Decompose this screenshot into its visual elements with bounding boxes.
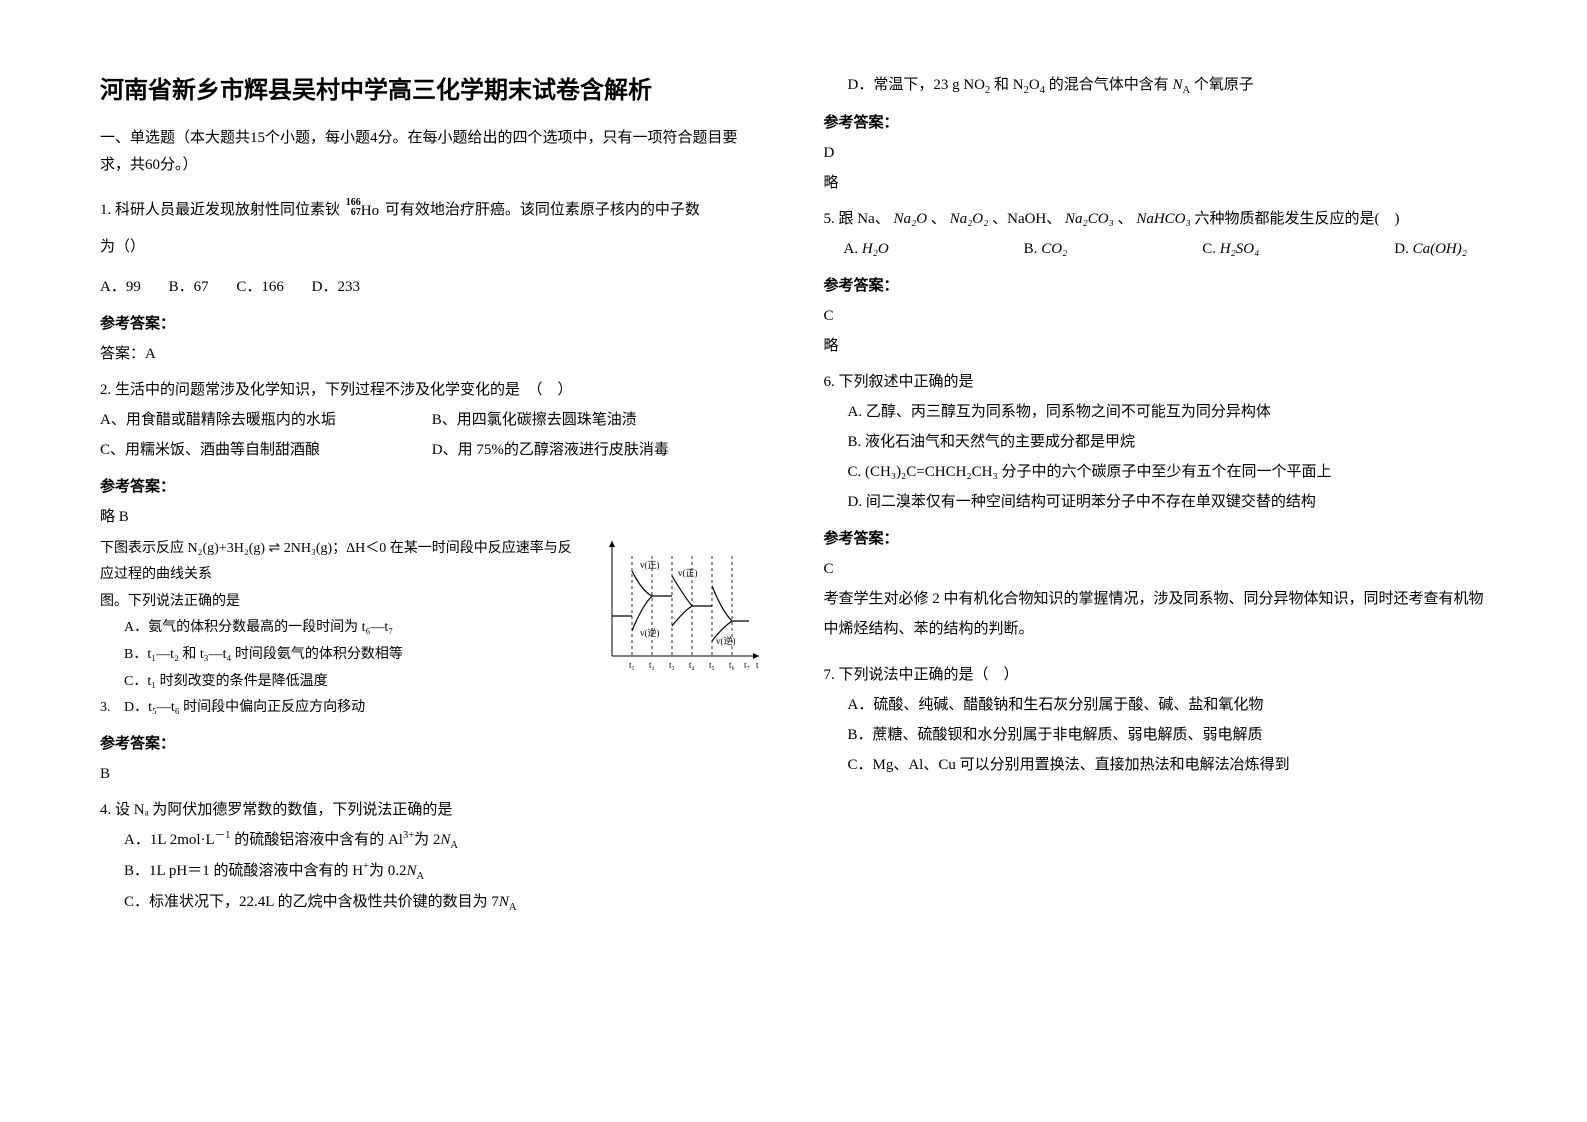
q5-f4: NaHCO₃ (1136, 211, 1190, 227)
q2-ans-label: 参考答案： (100, 475, 764, 496)
q5-mid1: 、NaOH、 (992, 211, 1061, 227)
page-title: 河南省新乡市辉县吴村中学高三化学期末试卷含解析 (100, 70, 764, 105)
svg-text:t₅: t₅ (709, 660, 715, 670)
q3-opt-c: C．t₁ 时刻改变的条件是降低温度 (100, 669, 584, 696)
q6-stem: 6. 下列叙述中正确的是 (824, 367, 1488, 397)
q5-ans-label: 参考答案： (824, 274, 1488, 295)
q2-num: 2. (100, 382, 111, 398)
svg-text:t₁: t₁ (629, 660, 635, 670)
q7-opt-b: B．蔗糖、硫酸钡和水分别属于非电解质、弱电解质、弱电解质 (824, 720, 1488, 750)
q4-opt-c: C．标准状况下，22.4L 的乙烷中含极性共价键的数目为 7NA (100, 887, 764, 918)
q3-opt-b: B．t₁—t₂ 和 t₃—t₄ 时间段氨气的体积分数相等 (100, 642, 584, 669)
q5-opt-b: B. CO₂ (1024, 234, 1068, 264)
q5-stem-a: 跟 Na、 (839, 211, 890, 227)
q4-opt-b: B．1L pH＝1 的硫酸溶液中含有的 H+为 0.2NA (100, 856, 764, 887)
q2-opt-b: B、用四氯化碳擦去圆珠笔油渍 (432, 405, 764, 435)
q4-stem: 4. 设 Nₐ 为阿伏加德罗常数的数值，下列说法正确的是 (100, 795, 764, 825)
q1-num: 1. (100, 202, 111, 218)
section-intro: 一、单选题（本大题共15个小题，每小题4分。在每小题给出的四个选项中，只有一项符… (100, 125, 764, 179)
svg-text:t₄: t₄ (689, 660, 695, 670)
q2-stem-text: 生活中的问题常涉及化学知识，下列过程不涉及化学变化的是 （ ） (115, 382, 573, 398)
q4-opt-d: D．常温下，23 g NO2 和 N2O4 的混合气体中含有 NA 个氧原子 (824, 70, 1488, 101)
q6-opt-a: A. 乙醇、丙三醇互为同系物，同系物之间不可能互为同分异构体 (824, 397, 1488, 427)
q7-opt-a: A．硫酸、纯碱、醋酸钠和生石灰分别属于酸、碱、盐和氧化物 (824, 690, 1488, 720)
isotope-ho: 166 67 Ho (346, 196, 379, 226)
q3-block: 下图表示反应 N₂(g)+3H₂(g) ⇌ 2NH₃(g)；ΔH＜0 在某一时间… (100, 536, 764, 722)
q6-num: 6. (824, 374, 835, 390)
q5-opt-c: C. H₂SO₄ (1202, 234, 1259, 264)
graph-label-4: v(逆) (716, 635, 736, 646)
svg-text:t₇: t₇ (744, 660, 750, 670)
q5-opts: A. H₂O B. CO₂ C. H₂SO₄ D. Ca(OH)₂ (824, 234, 1488, 264)
q5-f3: Na₂CO₃ (1065, 211, 1114, 227)
q5-f2: Na₂O₂ (950, 211, 989, 227)
q3-ans: B (100, 759, 764, 789)
q2-stem: 2. 生活中的问题常涉及化学知识，下列过程不涉及化学变化的是 （ ） (100, 375, 764, 405)
q3-line2: 图。下列说法正确的是 (100, 589, 584, 616)
q7-stem-text: 下列说法中正确的是（ ） (839, 667, 1019, 683)
q1-stem: 1. 科研人员最近发现放射性同位素钬 166 67 Ho 可有效地治疗肝癌。该同… (100, 195, 764, 226)
q6-exp: 考查学生对必修 2 中有机化合物知识的掌握情况，涉及同系物、同分异物体知识，同时… (824, 584, 1488, 644)
q5-stem-b: 六种物质都能发生反应的是( ) (1194, 211, 1399, 227)
q1-stem-c: 为（） (100, 232, 764, 262)
q2-opt-c: C、用糯米饭、酒曲等自制甜酒酿 (100, 435, 432, 465)
svg-text:t₂: t₂ (649, 660, 655, 670)
q7-stem: 7. 下列说法中正确的是（ ） (824, 660, 1488, 690)
q3-rate-graph: v(正) v(逆) v(正) v(逆) t₁ t₂ t₃ t₄ t₅ t₆ t₇… (594, 536, 764, 676)
svg-text:t₃: t₃ (669, 660, 675, 670)
q7-opt-c: C．Mg、Al、Cu 可以分别用置换法、直接加热法和电解法冶炼得到 (824, 750, 1488, 780)
q3-ans-label: 参考答案： (100, 732, 764, 753)
q4-opt-a: A．1L 2mol·L－1 的硫酸铝溶液中含有的 Al3+为 2NA (100, 825, 764, 856)
q1-opts: A．99 B．67 C．166 D．233 (100, 272, 764, 302)
graph-label-2: v(逆) (640, 627, 660, 638)
graph-label-3: v(正) (678, 568, 698, 578)
svg-text:t: t (756, 660, 759, 670)
q4-stem-text: 设 Nₐ 为阿伏加德罗常数的数值，下列说法正确的是 (115, 802, 452, 818)
q2-ans: 略 B (100, 502, 764, 532)
q5-ans: C (824, 301, 1488, 331)
q7-num: 7. (824, 667, 835, 683)
svg-text:t₆: t₆ (729, 660, 735, 670)
q4-num: 4. (100, 802, 111, 818)
q5-f1: Na₂O (894, 211, 928, 227)
q4-ans2: 略 (824, 168, 1488, 198)
q5-num: 5. (824, 211, 835, 227)
q5-stem: 5. 跟 Na、 Na₂O 、 Na₂O₂ 、NaOH、 Na₂CO₃ 、 Na… (824, 204, 1488, 234)
q5-opt-d: D. Ca(OH)₂ (1394, 234, 1467, 264)
q5-ans2: 略 (824, 331, 1488, 361)
q3-text: 下图表示反应 N₂(g)+3H₂(g) ⇌ 2NH₃(g)；ΔH＜0 在某一时间… (100, 536, 584, 722)
q1-opt-b: B．67 (169, 279, 209, 295)
q1-opt-d: D．233 (312, 279, 360, 295)
q6-ans-label: 参考答案： (824, 527, 1488, 548)
q4-ans: D (824, 138, 1488, 168)
q4-ans-label: 参考答案： (824, 111, 1488, 132)
q2-opt-d: D、用 75%的乙醇溶液进行皮肤消毒 (432, 435, 764, 465)
graph-label-1: v(正) (640, 560, 660, 570)
left-column: 河南省新乡市辉县吴村中学高三化学期末试卷含解析 一、单选题（本大题共15个小题，… (100, 70, 764, 1082)
q6-ans: C (824, 554, 1488, 584)
q2-opts: A、用食醋或醋精除去暖瓶内的水垢 B、用四氯化碳擦去圆珠笔油渍 C、用糯米饭、酒… (100, 405, 764, 465)
q3-num: 3. (100, 695, 124, 722)
q6-opt-d: D. 间二溴苯仅有一种空间结构可证明苯分子中不存在单双键交替的结构 (824, 487, 1488, 517)
q1-stem-b: 可有效地治疗肝癌。该同位素原子核内的中子数 (385, 202, 700, 218)
iso-bot: 67 (346, 208, 361, 218)
q3-opt-d: D．t₅—t₆ 时间段中偏向正反应方向移动 (124, 695, 365, 722)
right-column: D．常温下，23 g NO2 和 N2O4 的混合气体中含有 NA 个氧原子 参… (824, 70, 1488, 1082)
q1-opt-a: A．99 (100, 279, 141, 295)
q1-opt-c: C．166 (236, 279, 284, 295)
q6-stem-text: 下列叙述中正确的是 (839, 374, 974, 390)
q3-line1: 下图表示反应 N₂(g)+3H₂(g) ⇌ 2NH₃(g)；ΔH＜0 在某一时间… (100, 536, 584, 589)
q2-opt-a: A、用食醋或醋精除去暖瓶内的水垢 (100, 405, 432, 435)
iso-sym: Ho (361, 203, 379, 219)
q3-opt-a: A．氨气的体积分数最高的一段时间为 t₆—t₇ (100, 615, 584, 642)
q5-opt-a: A. H₂O (844, 234, 889, 264)
q6-opt-b: B. 液化石油气和天然气的主要成分都是甲烷 (824, 427, 1488, 457)
q6-opt-c: C. (CH₃)₂C=CHCH₂CH₃ 分子中的六个碳原子中至少有五个在同一个平… (824, 457, 1488, 487)
q1-stem-a: 科研人员最近发现放射性同位素钬 (115, 202, 340, 218)
q1-ans-label: 参考答案： (100, 312, 764, 333)
q1-ans: 答案：A (100, 339, 764, 369)
